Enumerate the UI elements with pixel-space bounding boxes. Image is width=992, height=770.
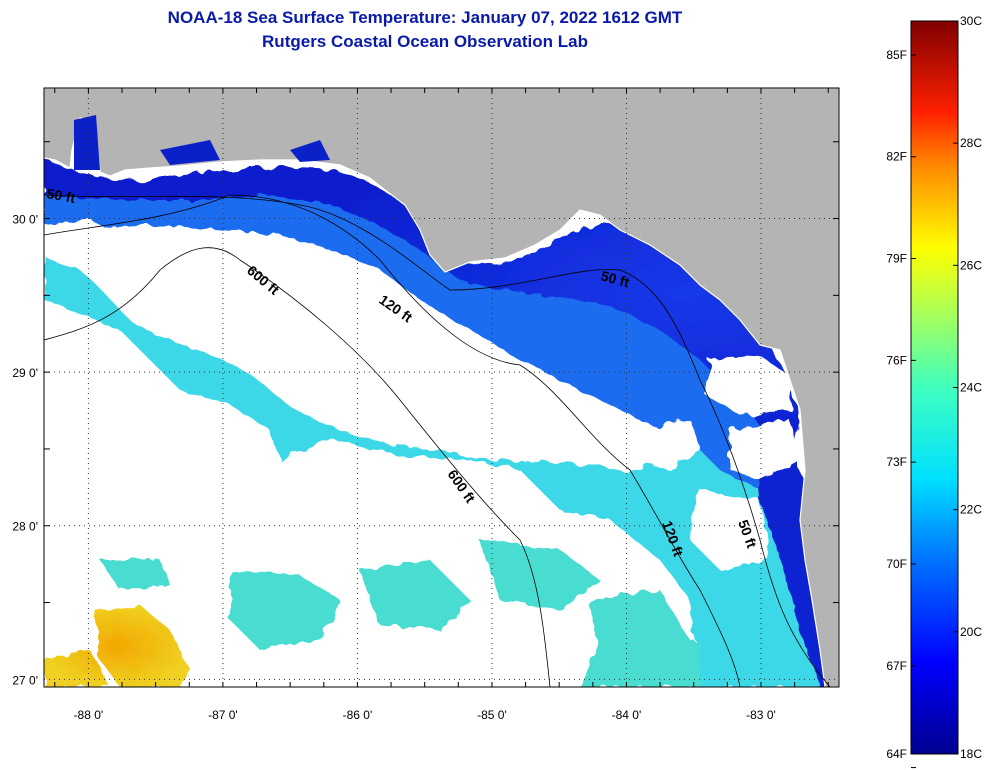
lat-axis: 30 0' 29 0' 28 0' 27 0' [12,141,839,687]
lat-tick-label: 29 0' [12,366,38,380]
contour-label: 50 ft [45,185,76,206]
bay-water [74,115,330,170]
colorbar-fahrenheit-label: 82F [886,150,907,164]
map-area: 50 ft 120 ft 600 ft 600 ft 120 ft 50 ft … [44,88,839,687]
colorbar-fahrenheit-label: 76F [886,353,907,367]
sst-warm-patch [44,605,190,687]
lat-tick-label: 28 0' [12,520,38,534]
map-title: NOAA-18 Sea Surface Temperature: January… [167,8,683,27]
lon-tick-label: -84 0' [612,708,642,722]
bathymetry-contours [44,194,831,687]
colorbar-fahrenheit-label: 73F [886,455,907,469]
lon-tick-label: -88 0' [74,708,104,722]
lat-tick-label: 30 0' [12,213,38,227]
map-frame [43,87,840,688]
lat-tick-label: 27 0' [12,673,38,687]
colorbar-fahrenheit-labels: 85F 82F 79F 76F 73F 70F 67F 64F [886,48,916,769]
colorbar-fahrenheit-label: 85F [886,48,907,62]
contour-600ft [44,247,551,687]
colorbar-celsius-label: 26C [960,258,982,272]
lon-tick-label: -83 0' [746,708,776,722]
colorbar-celsius-labels: 30C 28C 26C 24C 22C 20C 18C [953,14,982,761]
colorbar [910,20,959,755]
colorbar-celsius-label: 18C [960,747,982,761]
colorbar-celsius-label: 20C [960,625,982,639]
colorbar-fahrenheit-label: 70F [886,557,907,571]
colorbar-celsius-label: 22C [960,503,982,517]
sst-field [44,158,839,687]
colorbar-fahrenheit-label: 67F [886,659,907,673]
map-subtitle: Rutgers Coastal Ocean Observation Lab [262,32,588,51]
contour-120ft [44,194,741,687]
sst-south-patches [100,540,700,687]
lon-axis: -88 0' -87 0' -86 0' -85 0' -84 0' -83 0' [54,88,829,722]
colorbar-celsius-label: 28C [960,136,982,150]
lon-tick-label: -86 0' [343,708,373,722]
colorbar-celsius-label: 30C [960,14,982,28]
sst-cold-nearshore [44,158,800,460]
lon-tick-label: -87 0' [208,708,238,722]
colorbar-celsius-label: 24C [960,381,982,395]
colorbar-fahrenheit-label: 64F [886,747,907,761]
sst-warm-shelf [44,180,839,687]
contour-label: 50 ft [599,267,631,290]
lon-tick-label: -85 0' [477,708,507,722]
colorbar-fahrenheit-label: 79F [886,252,907,266]
contour-50ft [44,194,831,687]
cloud-patches [44,220,800,570]
